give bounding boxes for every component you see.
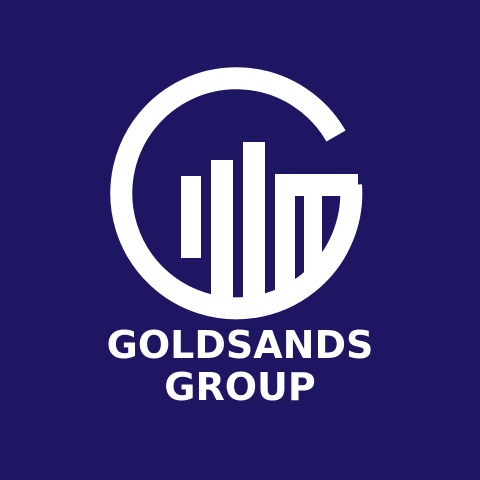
- logo-bar-1: [181, 176, 201, 258]
- logo-bar-2: [211, 160, 233, 298]
- logo-bar-3: [243, 142, 265, 305]
- logo-ring: [110, 67, 363, 320]
- brand-name-line1: GOLDSANDS: [106, 323, 374, 367]
- logo-bar-4: [275, 174, 295, 292]
- logo-bar-5: [304, 192, 322, 272]
- logo-g-crossbar: [286, 174, 358, 196]
- brand-name-line2: GROUP: [164, 365, 316, 409]
